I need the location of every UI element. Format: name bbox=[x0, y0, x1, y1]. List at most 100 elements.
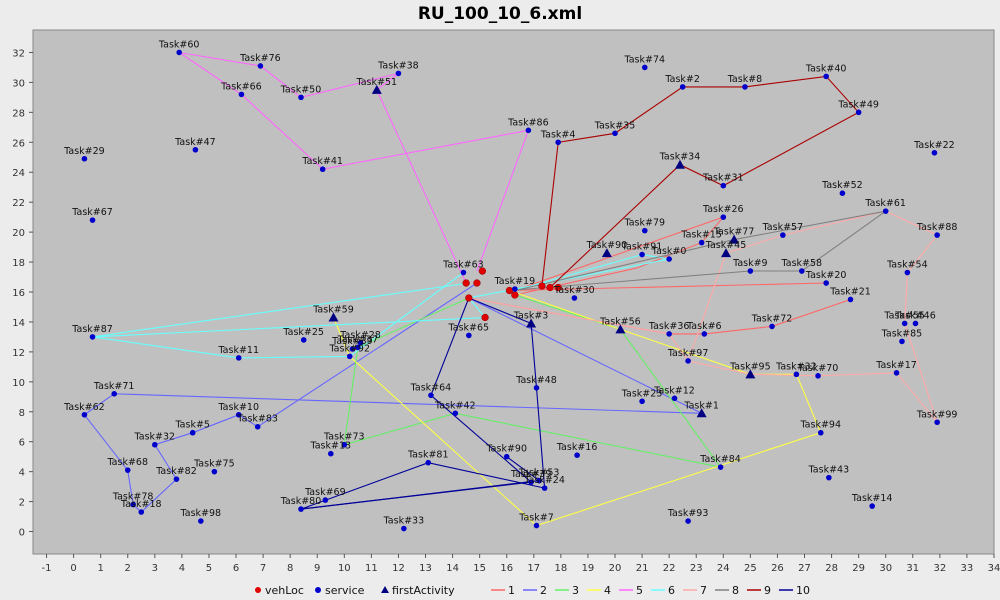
x-tick-label: 34 bbox=[988, 563, 1000, 574]
task-label: Task#57 bbox=[762, 222, 804, 233]
service-point bbox=[901, 320, 908, 327]
chart-legend: vehLoc service firstActivity 1 2 3 4 5 6 7 8 9 10 bbox=[255, 584, 810, 597]
route-7-line bbox=[687, 210, 939, 423]
y-tick-label: 4 bbox=[19, 468, 25, 479]
service-point bbox=[685, 518, 691, 524]
service-point bbox=[341, 441, 348, 448]
task-label: Task#68 bbox=[106, 457, 148, 468]
y-tick-label: 32 bbox=[12, 48, 25, 59]
x-tick-label: 19 bbox=[582, 563, 595, 574]
x-tick-label: 28 bbox=[825, 563, 838, 574]
x-tick-label: 33 bbox=[961, 563, 974, 574]
vehicle-location-point bbox=[511, 291, 519, 299]
service-point bbox=[401, 525, 407, 532]
service-point bbox=[536, 477, 543, 484]
service-point bbox=[528, 479, 534, 485]
first-activity-point bbox=[696, 408, 707, 418]
service-point bbox=[235, 355, 242, 361]
task-label: Task#26 bbox=[702, 204, 744, 215]
task-label: Task#92 bbox=[328, 343, 370, 354]
legend-label: 2 bbox=[540, 584, 547, 597]
service-point bbox=[904, 269, 911, 276]
legend-label: 7 bbox=[700, 584, 707, 597]
x-tick-label: 25 bbox=[744, 563, 757, 574]
task-label: Task#84 bbox=[699, 454, 741, 465]
service-point bbox=[322, 497, 329, 503]
service-point bbox=[211, 468, 218, 475]
task-label: Task#64 bbox=[410, 382, 452, 393]
service-point bbox=[639, 251, 645, 258]
task-label: Task#83 bbox=[236, 414, 278, 425]
service-point bbox=[198, 518, 204, 524]
first-activity-point bbox=[601, 248, 612, 258]
task-label: Task#80 bbox=[280, 496, 322, 507]
service-point bbox=[793, 371, 800, 378]
x-tick-label: 31 bbox=[906, 563, 919, 574]
vehicle-location-point bbox=[538, 282, 546, 290]
service-point bbox=[839, 190, 846, 196]
x-tick-label: 6 bbox=[233, 563, 239, 574]
task-label: Task#21 bbox=[829, 286, 871, 297]
task-label: Task#56 bbox=[599, 316, 641, 327]
task-label: Task#63 bbox=[442, 260, 484, 271]
task-label: Task#62 bbox=[63, 402, 105, 413]
legend-label: 3 bbox=[572, 584, 579, 597]
x-tick-label: 15 bbox=[473, 563, 486, 574]
task-label: Task#37 bbox=[337, 334, 379, 345]
task-label: Task#33 bbox=[383, 516, 425, 527]
task-label: Task#49 bbox=[837, 99, 879, 110]
task-label: Task#1 bbox=[683, 400, 719, 411]
x-tick-label: 10 bbox=[338, 563, 351, 574]
task-label: Task#39 bbox=[510, 469, 552, 480]
task-label: Task#67 bbox=[71, 207, 113, 218]
service-point bbox=[893, 370, 900, 376]
task-label: Task#18 bbox=[120, 499, 162, 510]
route-9-line bbox=[541, 75, 860, 288]
vehicle-location-point bbox=[478, 267, 487, 275]
service-point bbox=[666, 256, 672, 262]
service-point bbox=[460, 269, 467, 276]
x-tick-label: 22 bbox=[663, 563, 676, 574]
y-tick-label: 10 bbox=[12, 378, 25, 389]
legend-marker bbox=[381, 586, 389, 593]
task-label: Task#48 bbox=[515, 375, 557, 386]
task-label: Task#9 bbox=[732, 258, 768, 269]
service-point bbox=[452, 410, 459, 417]
service-point bbox=[81, 411, 88, 418]
service-point bbox=[817, 429, 824, 436]
task-label: Task#81 bbox=[407, 450, 449, 461]
task-label: Task#38 bbox=[377, 60, 419, 71]
y-tick-label: 2 bbox=[19, 498, 25, 509]
task-label: Task#54 bbox=[886, 260, 928, 271]
x-tick-label: 13 bbox=[419, 563, 432, 574]
task-label: Task#43 bbox=[808, 465, 850, 476]
vehicle-location-point bbox=[473, 279, 481, 287]
legend-marker bbox=[255, 587, 261, 593]
service-point bbox=[257, 63, 264, 69]
service-point bbox=[666, 331, 672, 337]
service-point bbox=[503, 453, 510, 460]
task-label: Task#72 bbox=[751, 313, 793, 324]
vehicle-location-point bbox=[546, 283, 554, 292]
service-point bbox=[89, 217, 96, 223]
first-activity-point bbox=[371, 84, 382, 94]
service-point bbox=[298, 506, 304, 512]
service-point bbox=[717, 464, 724, 470]
y-tick-label: 18 bbox=[12, 258, 25, 269]
task-label: Task#29 bbox=[63, 146, 105, 157]
legend-marker bbox=[315, 587, 321, 593]
x-tick-label: 21 bbox=[636, 563, 649, 574]
task-label: Task#13 bbox=[309, 441, 351, 452]
service-point bbox=[720, 214, 727, 220]
task-label: Task#66 bbox=[220, 81, 262, 92]
x-tick-label: 26 bbox=[771, 563, 784, 574]
task-label: Task#60 bbox=[158, 39, 200, 50]
service-point bbox=[847, 296, 854, 303]
task-label: Task#15 bbox=[680, 230, 722, 241]
x-tick-label: 32 bbox=[933, 563, 946, 574]
y-tick-label: 26 bbox=[12, 138, 25, 149]
route-5-line bbox=[178, 51, 530, 284]
service-point bbox=[747, 268, 754, 274]
service-point bbox=[671, 395, 678, 402]
service-point bbox=[173, 476, 180, 482]
